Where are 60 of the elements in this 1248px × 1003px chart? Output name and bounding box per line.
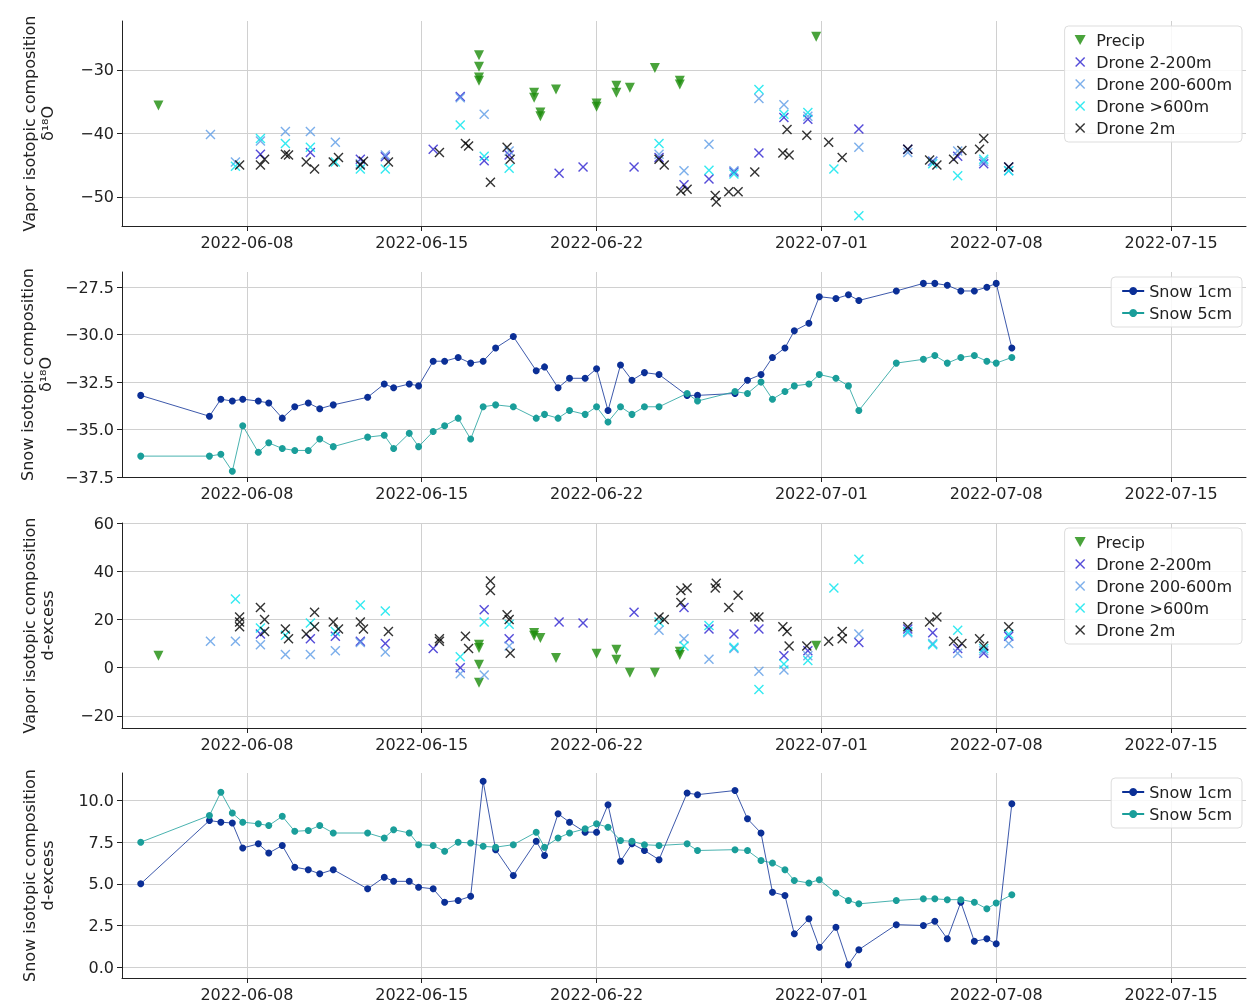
- x-tick-label: 2022-07-15: [1124, 734, 1218, 753]
- legend-label: Drone 200-600m: [1096, 74, 1232, 94]
- x-tick-label: 2022-07-15: [1124, 483, 1218, 503]
- legend-label: Drone 2-200m: [1096, 52, 1212, 72]
- legend-label: Snow 5cm: [1149, 804, 1233, 824]
- legend-label: Snow 5cm: [1149, 303, 1233, 323]
- y-tick-label: 0.0: [88, 957, 114, 977]
- x-tick-label: 2022-06-08: [200, 984, 294, 1003]
- y-tick-label: 40: [93, 561, 114, 581]
- y-tick-label: −32.5: [64, 372, 114, 392]
- y-tick-label: 10.0: [78, 791, 114, 811]
- x-tick-label: 2022-07-08: [949, 232, 1043, 252]
- x-tick-label: 2022-06-15: [375, 734, 469, 753]
- x-tick-label: 2022-07-08: [949, 734, 1043, 753]
- x-tick-label: 2022-07-01: [774, 734, 868, 753]
- y-axis-title: Snow isotopic composition d-excess: [19, 769, 57, 983]
- y-tick-label: −35.0: [64, 419, 114, 439]
- legend-label: Precip: [1096, 30, 1145, 50]
- x-tick-label: 2022-07-01: [774, 232, 868, 252]
- x-tick-label: 2022-07-01: [774, 984, 868, 1003]
- y-tick-label: −37.5: [64, 467, 114, 487]
- x-tick-label: 2022-07-15: [1124, 232, 1218, 252]
- x-tick-label: 2022-06-08: [200, 734, 294, 753]
- legend-label: Drone 2m: [1096, 620, 1176, 639]
- x-tick-label: 2022-07-08: [949, 483, 1043, 503]
- x-tick-label: 2022-06-15: [375, 483, 469, 503]
- x-tick-label: 2022-06-08: [200, 483, 294, 503]
- y-tick-label: 7.5: [88, 832, 114, 852]
- x-tick-label: 2022-06-22: [550, 984, 644, 1003]
- x-tick-label: 2022-06-15: [375, 984, 469, 1003]
- x-tick-label: 2022-06-08: [200, 232, 294, 252]
- y-tick-label: 60: [93, 513, 114, 532]
- y-axis-title: Vapor isotopic composition δ¹⁸O: [19, 15, 57, 232]
- y-tick-label: 2.5: [88, 916, 114, 936]
- x-tick-label: 2022-07-01: [774, 483, 868, 503]
- y-tick-label: 5.0: [88, 874, 114, 894]
- y-tick-label: −50: [80, 187, 114, 207]
- y-axis-title: Vapor isotopic composition d-excess: [19, 517, 57, 733]
- y-tick-label: 0: [103, 657, 114, 677]
- y-tick-label: −40: [80, 123, 114, 143]
- legend-label: Snow 1cm: [1149, 782, 1233, 802]
- y-tick-label: −27.5: [64, 277, 114, 297]
- legend-label: Drone 2m: [1096, 118, 1176, 138]
- y-tick-label: −20: [80, 705, 114, 725]
- x-tick-label: 2022-07-08: [949, 984, 1043, 1003]
- y-tick-label: −30: [80, 60, 114, 80]
- x-tick-label: 2022-06-22: [550, 232, 644, 252]
- x-tick-label: 2022-06-22: [550, 734, 644, 753]
- x-tick-label: 2022-06-15: [375, 232, 469, 252]
- y-tick-label: −30.0: [64, 324, 114, 344]
- legend-label: Drone >600m: [1096, 96, 1210, 116]
- y-tick-label: 20: [93, 609, 114, 629]
- x-tick-label: 2022-06-22: [550, 483, 644, 503]
- legend-label: Drone 200-600m: [1096, 576, 1232, 595]
- legend-label: Drone >600m: [1096, 598, 1210, 617]
- legend-label: Snow 1cm: [1149, 281, 1233, 301]
- y-axis-title: Snow isotopic composition δ¹⁸O: [17, 267, 55, 481]
- legend-label: Precip: [1096, 532, 1145, 551]
- x-tick-label: 2022-07-15: [1124, 984, 1218, 1003]
- legend-label: Drone 2-200m: [1096, 554, 1212, 573]
